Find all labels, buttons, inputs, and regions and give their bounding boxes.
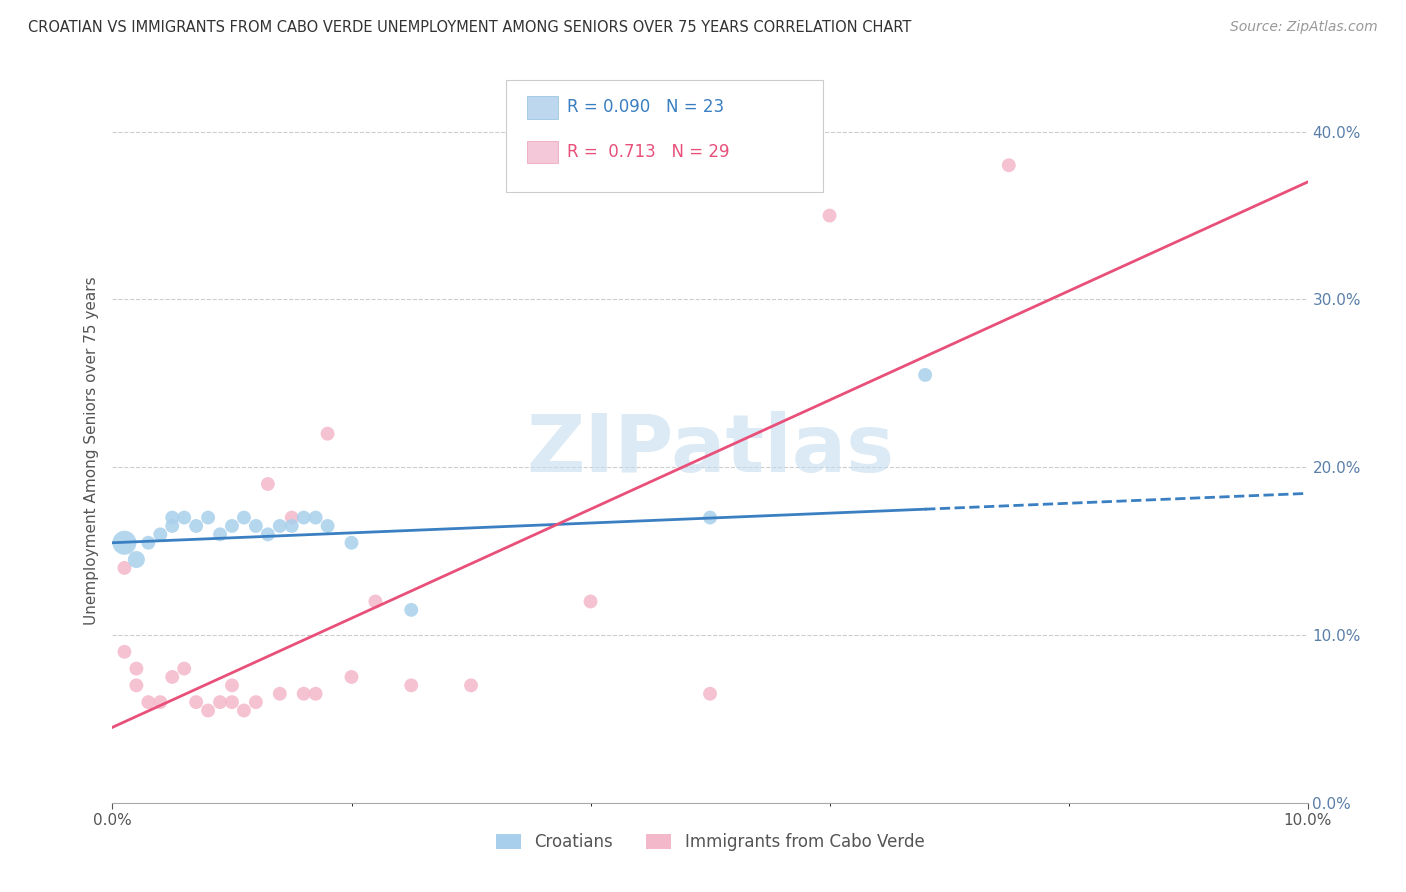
- Point: [138, 695, 160, 709]
- Text: R =  0.713   N = 29: R = 0.713 N = 29: [567, 143, 730, 161]
- Point: [245, 519, 267, 533]
- Point: [186, 695, 208, 709]
- Point: [281, 519, 304, 533]
- Point: [149, 695, 172, 709]
- Point: [269, 519, 291, 533]
- Point: [221, 678, 243, 692]
- Point: [818, 209, 841, 223]
- Point: [460, 678, 482, 692]
- Point: [340, 670, 363, 684]
- Point: [305, 510, 328, 524]
- Point: [197, 510, 219, 524]
- Text: Source: ZipAtlas.com: Source: ZipAtlas.com: [1230, 20, 1378, 34]
- Point: [209, 695, 232, 709]
- Point: [125, 552, 148, 566]
- Point: [269, 687, 291, 701]
- Point: [209, 527, 232, 541]
- Point: [173, 510, 195, 524]
- Point: [162, 519, 183, 533]
- Point: [292, 510, 315, 524]
- Point: [281, 510, 304, 524]
- Point: [173, 662, 195, 676]
- Point: [149, 527, 172, 541]
- Point: [162, 510, 183, 524]
- Point: [186, 519, 208, 533]
- Text: CROATIAN VS IMMIGRANTS FROM CABO VERDE UNEMPLOYMENT AMONG SENIORS OVER 75 YEARS : CROATIAN VS IMMIGRANTS FROM CABO VERDE U…: [28, 20, 911, 35]
- Point: [914, 368, 936, 382]
- Point: [221, 695, 243, 709]
- Text: ZIPatlas: ZIPatlas: [526, 411, 894, 490]
- Point: [401, 678, 423, 692]
- Point: [114, 535, 135, 549]
- Point: [364, 594, 387, 608]
- Point: [998, 158, 1021, 172]
- Y-axis label: Unemployment Among Seniors over 75 years: Unemployment Among Seniors over 75 years: [83, 277, 98, 624]
- Point: [699, 510, 721, 524]
- Point: [579, 594, 602, 608]
- Point: [292, 687, 315, 701]
- Point: [114, 645, 135, 659]
- Point: [221, 519, 243, 533]
- Point: [138, 535, 160, 549]
- Point: [316, 426, 339, 441]
- Point: [125, 662, 148, 676]
- Point: [257, 477, 280, 491]
- Point: [699, 687, 721, 701]
- Point: [233, 510, 256, 524]
- Point: [340, 535, 363, 549]
- Point: [257, 527, 280, 541]
- Point: [233, 704, 256, 718]
- Point: [305, 687, 328, 701]
- Text: R = 0.090   N = 23: R = 0.090 N = 23: [567, 98, 724, 116]
- Point: [245, 695, 267, 709]
- Point: [401, 603, 423, 617]
- Point: [125, 678, 148, 692]
- Point: [162, 670, 183, 684]
- Legend: Croatians, Immigrants from Cabo Verde: Croatians, Immigrants from Cabo Verde: [489, 827, 931, 858]
- Point: [197, 704, 219, 718]
- Point: [114, 561, 135, 575]
- Point: [316, 519, 339, 533]
